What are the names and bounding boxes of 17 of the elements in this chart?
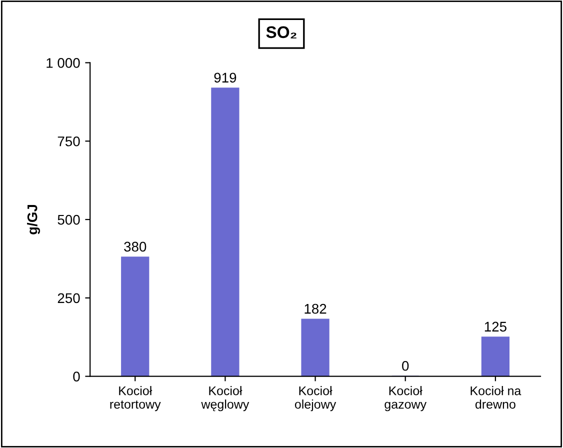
y-tick-label: 1 000 xyxy=(46,58,80,68)
data-label: 125 xyxy=(484,322,506,332)
x-tick-label: Kocioł gazowy xyxy=(384,386,427,412)
y-tick-label: 500 xyxy=(58,214,80,225)
data-label: 919 xyxy=(214,72,236,83)
data-label: 380 xyxy=(124,242,146,252)
data-label: 0 xyxy=(402,360,409,371)
data-label: 182 xyxy=(304,304,326,314)
chart-title: SO₂ xyxy=(266,26,296,38)
x-tick-label: Kocioł węglowy xyxy=(201,386,250,412)
y-tick-label: 0 xyxy=(73,372,80,382)
x-tick-label: Kocioł retortowy xyxy=(110,386,161,412)
y-tick-label: 750 xyxy=(58,136,80,146)
x-tick-label: Kocioł na drewno xyxy=(470,386,522,409)
y-axis-title: g/GJ xyxy=(27,205,40,234)
x-tick-label: Kocioł olejowy xyxy=(294,386,336,412)
y-tick-label: 250 xyxy=(58,293,80,304)
